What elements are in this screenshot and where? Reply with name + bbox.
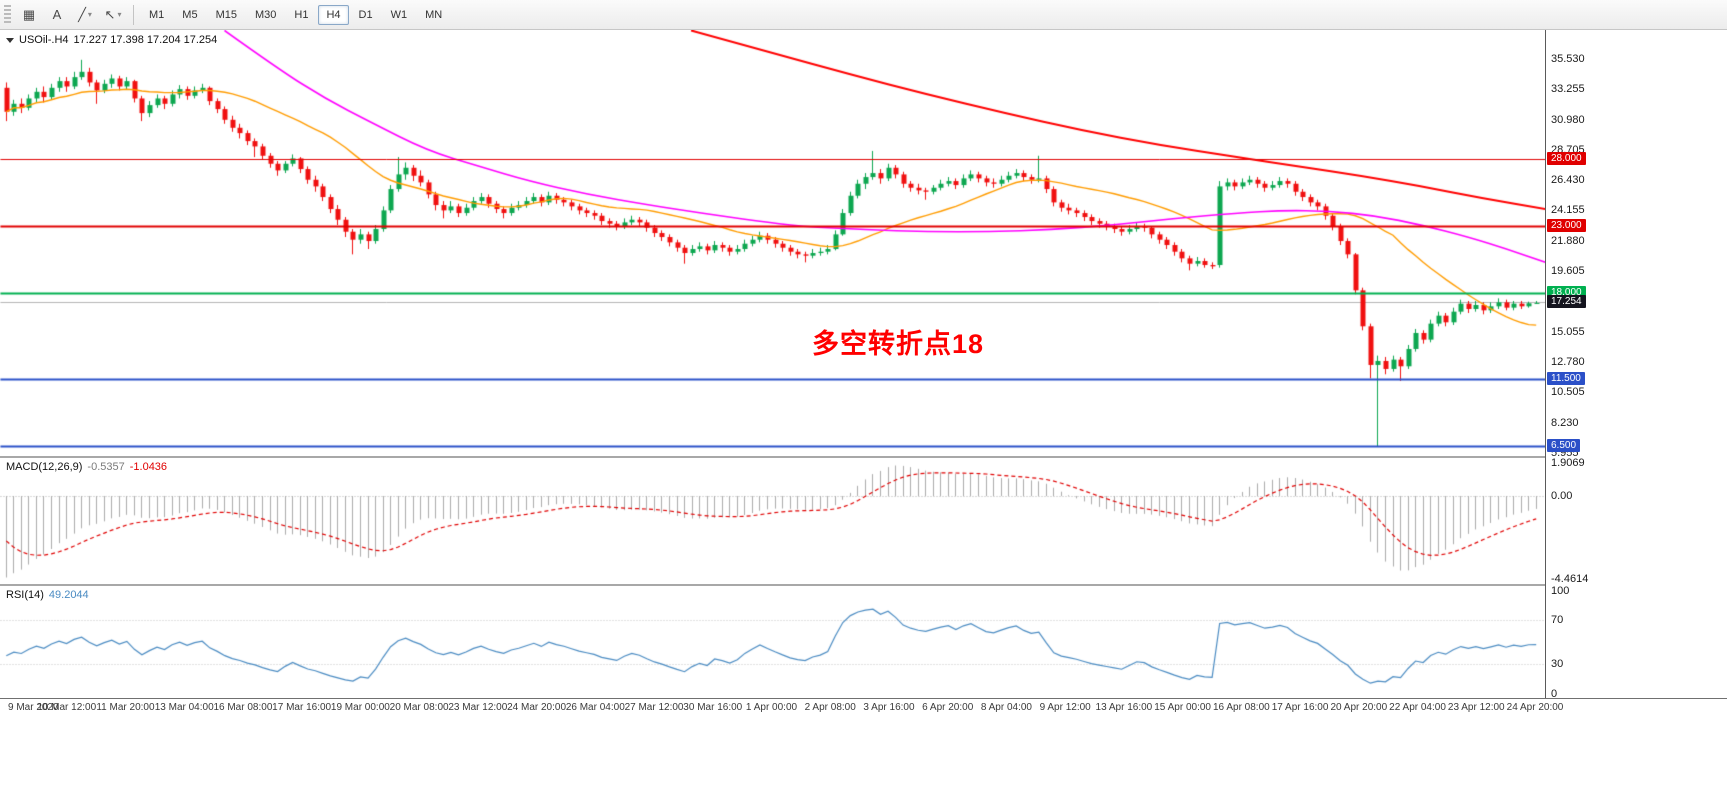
time-label: 20 Mar 08:00	[389, 702, 449, 713]
price-tick-label: 19.605	[1551, 265, 1585, 278]
rsi-value: 49.2044	[48, 589, 89, 601]
price-tick-label: 30.980	[1551, 113, 1585, 126]
price-tick-label: 8.230	[1551, 416, 1579, 429]
price-tick-label: 33.255	[1551, 83, 1585, 96]
timeframe-button-h4[interactable]: H4	[318, 4, 349, 25]
time-label: 23 Mar 12:00	[448, 702, 508, 713]
macd-indicator-canvas[interactable]	[0, 458, 1545, 584]
time-label: 6 Apr 20:00	[922, 702, 974, 713]
toolbar: ▦ A ╱ ▾ ↖ ▾ M1 M5 M15 M30 H1 H4 D1 W1 MN	[0, 0, 1727, 30]
price-tick-label: 24.155	[1551, 204, 1585, 217]
time-label: 9 Mar 2020	[8, 702, 59, 713]
rsi-label: RSI(14) 49.2044	[6, 589, 89, 601]
time-label: 2 Apr 08:00	[804, 702, 856, 713]
timeframe-button-m30[interactable]: M30	[254, 8, 277, 21]
time-label: 24 Apr 20:00	[1506, 702, 1564, 713]
price-tick-label: 21.880	[1551, 234, 1585, 247]
hline-price-tag: 23.000	[1547, 218, 1586, 232]
time-label: 13 Mar 04:00	[154, 702, 214, 713]
symbol-dropdown-icon[interactable]	[6, 38, 14, 43]
rsi-axis-label: 100	[1551, 585, 1570, 597]
time-axis-border	[0, 698, 1727, 699]
time-label: 23 Apr 12:00	[1447, 702, 1505, 713]
time-axis[interactable]: 9 Mar 2020 10 Mar 12:00 11 Mar 20:00 13 Mar…	[0, 699, 1727, 717]
rsi-indicator-canvas[interactable]	[0, 586, 1545, 698]
macd-name: MACD(12,26,9)	[6, 461, 83, 473]
time-label: 15 Apr 00:00	[1154, 702, 1211, 713]
text-tool-icon[interactable]: A	[52, 7, 62, 22]
time-label: 17 Mar 16:00	[272, 702, 332, 713]
price-axis[interactable]: 35.530 33.255 30.980 28.705 26.430 24.155 21.8…	[1545, 30, 1727, 700]
toolbar-separator	[133, 4, 134, 25]
timeframe-button-mn[interactable]: MN	[425, 8, 443, 21]
time-label: 20 Apr 20:00	[1330, 702, 1388, 713]
rsi-axis-label: 30	[1551, 658, 1564, 671]
hline-price-tag: 18.000	[1547, 285, 1586, 299]
price-tick-label: 26.430	[1551, 174, 1585, 187]
time-label: 30 Mar 16:00	[683, 702, 743, 713]
trendline-tool-icon[interactable]: ╱ ▾	[78, 6, 92, 22]
time-label: 13 Apr 16:00	[1095, 702, 1153, 713]
time-label: 24 Mar 20:00	[507, 702, 567, 713]
timeframe-button-m1[interactable]: M1	[149, 8, 165, 21]
time-label: 17 Apr 16:00	[1271, 702, 1329, 713]
time-label: 26 Mar 04:00	[565, 702, 625, 713]
timeframe-button-m5[interactable]: M5	[182, 8, 198, 21]
cursor-tool-icon[interactable]: ↖ ▾	[104, 6, 122, 22]
chart-grid-tool-icon[interactable]: ▦	[22, 6, 36, 22]
macd-axis-label: -4.4614	[1551, 573, 1589, 585]
timeframe-button-m15[interactable]: M15	[215, 8, 237, 21]
time-label: 11 Mar 20:00	[96, 702, 155, 713]
macd-main-value: -0.5357	[87, 461, 125, 473]
macd-signal-value: -1.0436	[129, 461, 168, 473]
drawing-tools: ▦ A ╱ ▾ ↖ ▾	[15, 3, 127, 27]
time-label: 8 Apr 04:00	[980, 702, 1032, 713]
price-tick-label: 15.055	[1551, 325, 1585, 338]
symbol-ohlc-label: USOil-.H4 17.227 17.398 17.204 17.254	[6, 34, 217, 46]
rsi-axis-label: 0	[1551, 688, 1558, 700]
rsi-name: RSI(14)	[6, 589, 44, 601]
chart-area: USOil-.H4 17.227 17.398 17.204 17.254 多空…	[0, 30, 1727, 794]
toolbar-gripper[interactable]	[4, 4, 11, 25]
timeframe-button-w1[interactable]: W1	[390, 8, 408, 21]
timeframe-button-d1[interactable]: D1	[358, 8, 373, 21]
time-label: 3 Apr 16:00	[863, 702, 915, 713]
time-label: 19 Mar 00:00	[330, 702, 390, 713]
time-label: 16 Mar 08:00	[213, 702, 273, 713]
hline-price-tag: 6.500	[1547, 438, 1581, 452]
timeframe-buttons: M1 M5 M15 M30 H1 H4 D1 W1 MN	[140, 4, 451, 25]
chart-annotation-text: 多空转折点18	[812, 329, 985, 359]
time-label: 1 Apr 00:00	[745, 702, 798, 713]
symbol-name: USOil-.H4	[19, 34, 69, 46]
panel-separator[interactable]	[0, 456, 1727, 458]
price-tick-label: 10.505	[1551, 386, 1585, 399]
time-label: 22 Apr 04:00	[1389, 702, 1446, 713]
time-label: 10 Mar 12:00	[37, 702, 97, 713]
ohlc-values: 17.227 17.398 17.204 17.254	[73, 34, 218, 46]
timeframe-button-h1[interactable]: H1	[294, 8, 309, 21]
time-label: 9 Apr 12:00	[1039, 702, 1091, 713]
hline-price-tag: 28.000	[1547, 152, 1586, 166]
macd-axis-label: 1.9069	[1551, 457, 1585, 469]
time-label: 27 Mar 12:00	[624, 702, 684, 713]
macd-axis-label: 0.00	[1551, 489, 1573, 502]
panel-separator[interactable]	[0, 584, 1727, 586]
macd-label: MACD(12,26,9) -0.5357 -1.0436	[6, 461, 167, 473]
main-chart-canvas[interactable]	[0, 30, 1545, 456]
price-tick-label: 12.780	[1551, 356, 1585, 369]
time-label: 16 Apr 08:00	[1212, 702, 1270, 713]
price-tick-label: 35.530	[1551, 52, 1585, 65]
current-price-tag: 17.254	[1547, 295, 1586, 309]
hline-price-tag: 11.500	[1547, 372, 1585, 386]
rsi-axis-label: 70	[1551, 613, 1564, 626]
